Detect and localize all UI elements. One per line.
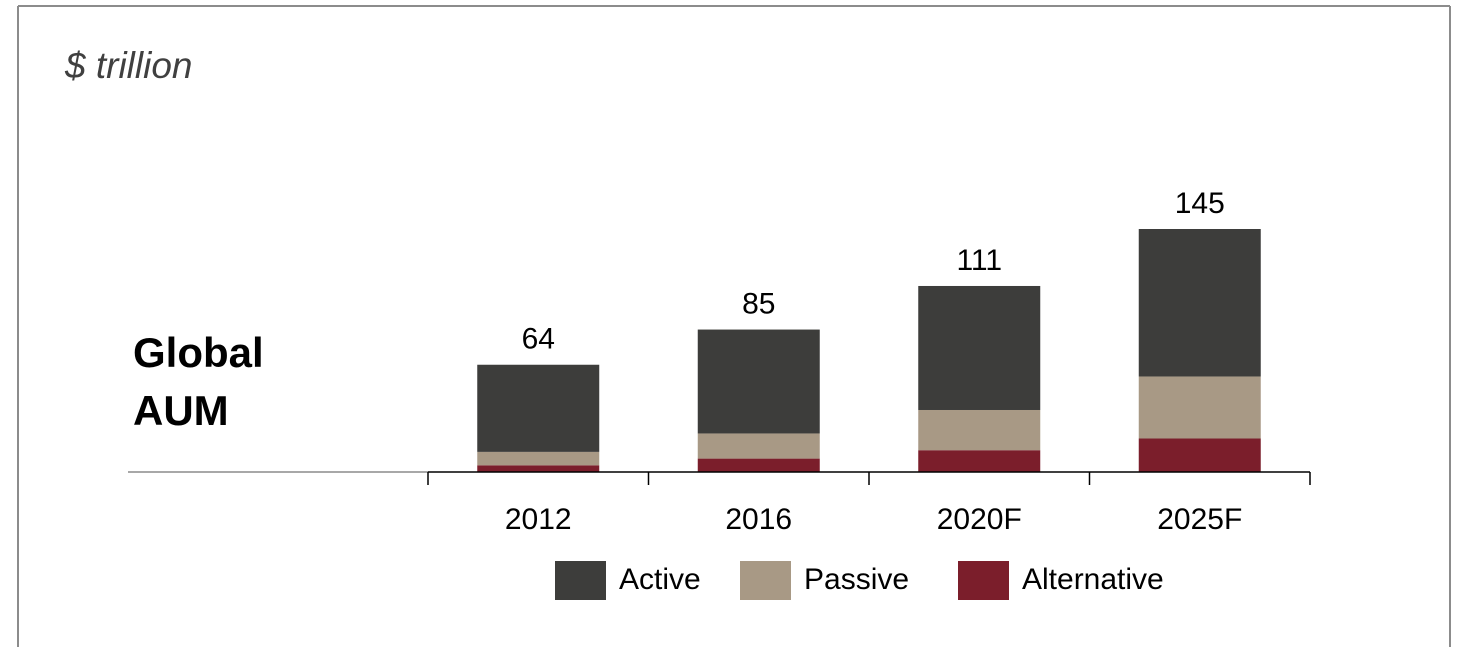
x-tick-label: 2012 xyxy=(505,503,572,536)
legend-swatch xyxy=(740,561,791,600)
total-label: 64 xyxy=(522,323,555,356)
bar-segment xyxy=(477,364,600,452)
x-tick-label: 2016 xyxy=(725,503,792,536)
legend-swatch xyxy=(958,561,1009,600)
legend-swatch xyxy=(555,561,606,600)
bar-segment xyxy=(1138,376,1261,439)
legend-label: Active xyxy=(619,563,701,596)
bar-segment xyxy=(697,458,820,472)
x-tick-label: 2020F xyxy=(937,503,1022,536)
side-label: Global xyxy=(133,329,264,376)
bar-segment xyxy=(697,433,820,459)
x-tick-label: 2025F xyxy=(1157,503,1242,536)
total-label: 145 xyxy=(1175,187,1225,220)
bar-segment xyxy=(1138,229,1261,377)
bar-segment xyxy=(918,450,1041,472)
bar-segment xyxy=(918,285,1041,410)
bar-segment xyxy=(477,451,600,466)
bar-segment xyxy=(918,409,1041,451)
total-label: 111 xyxy=(956,244,1002,277)
legend-label: Passive xyxy=(804,563,909,596)
subtitle: $ trillion xyxy=(64,45,193,86)
bar-segment xyxy=(697,329,820,434)
total-label: 85 xyxy=(742,287,775,320)
side-label: AUM xyxy=(133,387,229,434)
legend-label: Alternative xyxy=(1022,563,1164,596)
bar-segment xyxy=(1138,438,1261,472)
bar-segment xyxy=(477,465,600,472)
